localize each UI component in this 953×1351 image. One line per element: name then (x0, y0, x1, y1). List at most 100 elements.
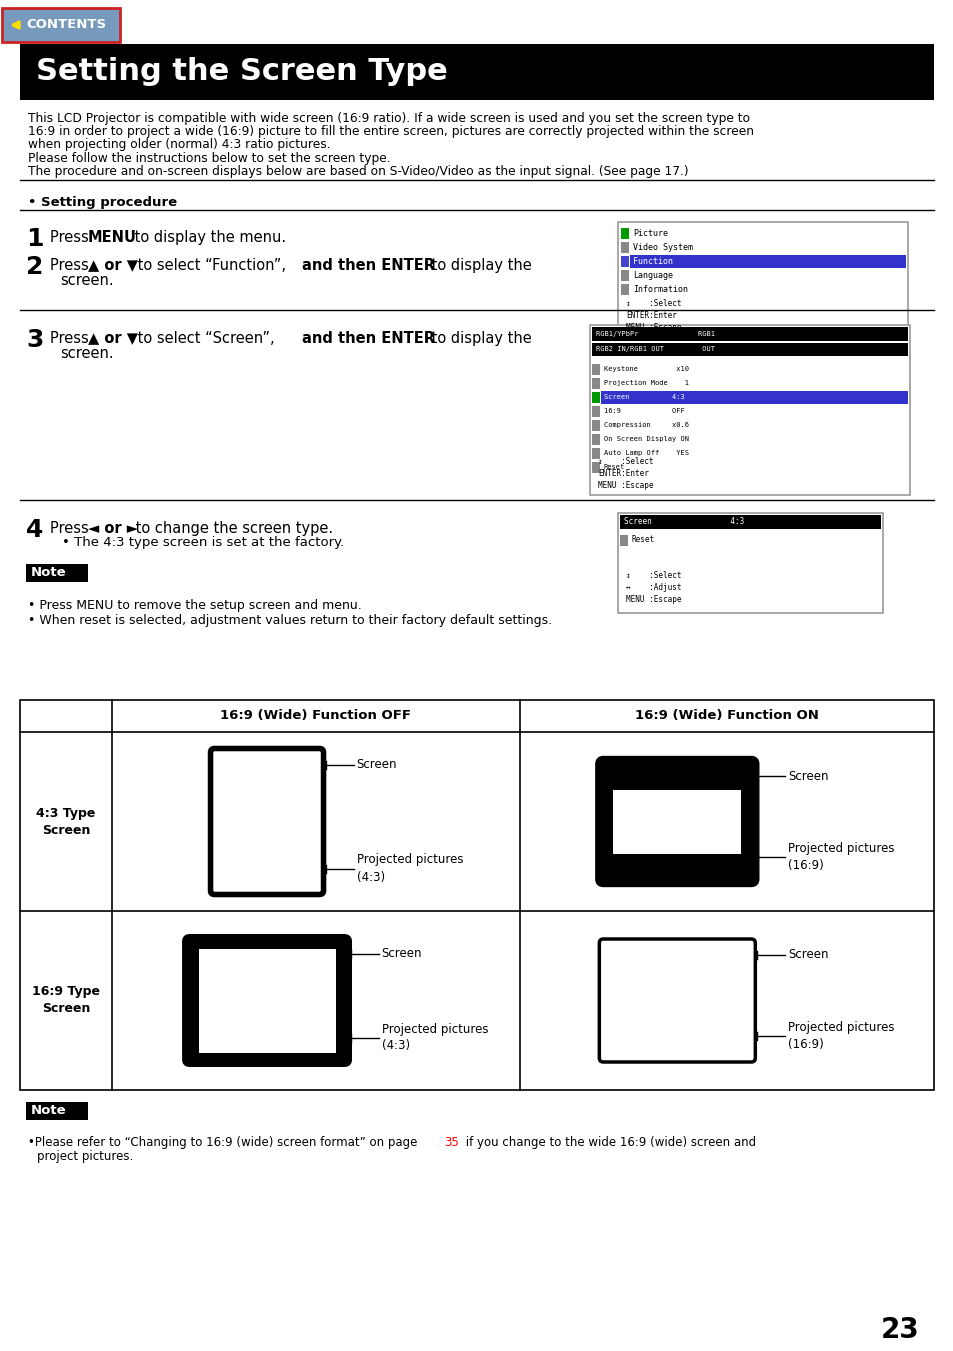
Text: to change the screen type.: to change the screen type. (131, 521, 333, 536)
Text: • Setting procedure: • Setting procedure (28, 196, 177, 209)
Text: screen.: screen. (60, 273, 113, 288)
Text: MENU :Escape: MENU :Escape (625, 594, 680, 604)
Bar (613, 790, 740, 854)
Bar (592, 407, 599, 417)
Text: Projected pictures: Projected pictures (381, 1023, 488, 1035)
Text: Projected pictures: Projected pictures (787, 1021, 894, 1034)
Bar (26, 1102, 88, 1120)
Text: RGB1/YPbPr              RGB1: RGB1/YPbPr RGB1 (596, 331, 714, 336)
Text: Note: Note (30, 566, 67, 580)
Text: 23: 23 (881, 1316, 919, 1344)
Text: Press: Press (50, 230, 93, 245)
Text: Projection Mode    1: Projection Mode 1 (603, 380, 688, 386)
Text: Screen: Screen (787, 948, 828, 962)
Text: MENU: MENU (88, 230, 137, 245)
Bar (619, 515, 880, 530)
Text: •Please refer to “Changing to 16:9 (wide) screen format” on page: •Please refer to “Changing to 16:9 (wide… (28, 1136, 420, 1148)
Text: Screen: Screen (356, 758, 396, 771)
Text: ENTER:Enter: ENTER:Enter (625, 312, 677, 320)
Bar (620, 228, 628, 239)
Text: Language: Language (633, 270, 672, 280)
Text: 16:9 Type
Screen: 16:9 Type Screen (32, 985, 100, 1016)
Text: Press: Press (50, 521, 93, 536)
Text: Setting the Screen Type: Setting the Screen Type (36, 58, 447, 86)
Text: to display the menu.: to display the menu. (130, 230, 286, 245)
Text: This LCD Projector is compatible with wide screen (16:9 ratio). If a wide screen: This LCD Projector is compatible with wi… (28, 112, 749, 126)
Bar (592, 434, 599, 444)
Text: Reset: Reset (603, 463, 624, 470)
Bar (629, 255, 905, 267)
Text: 16:9 in order to project a wide (16:9) picture to fill the entire screen, pictur: 16:9 in order to project a wide (16:9) p… (28, 126, 753, 138)
Text: 16:9 (Wide) Function OFF: 16:9 (Wide) Function OFF (220, 709, 411, 723)
Bar (592, 378, 599, 389)
Text: to select “Function”,: to select “Function”, (132, 258, 291, 273)
Text: 16:9 (Wide) Function ON: 16:9 (Wide) Function ON (635, 709, 818, 723)
Text: when projecting older (normal) 4:3 ratio pictures.: when projecting older (normal) 4:3 ratio… (28, 138, 331, 151)
Text: ENTER:Enter: ENTER:Enter (598, 469, 648, 477)
Text: Projected pictures: Projected pictures (787, 842, 894, 855)
Bar (592, 327, 907, 340)
Bar (618, 513, 882, 613)
Bar (20, 700, 933, 1090)
Bar (589, 326, 909, 494)
Text: Press: Press (50, 331, 93, 346)
Bar (592, 449, 599, 459)
Text: ↔    :Adjust: ↔ :Adjust (625, 582, 680, 592)
Text: (16:9): (16:9) (787, 859, 823, 871)
Text: Function: Function (633, 257, 672, 266)
Bar (600, 390, 907, 404)
Bar (620, 284, 628, 295)
Text: Please follow the instructions below to set the screen type.: Please follow the instructions below to … (28, 153, 390, 165)
Bar (198, 948, 335, 1052)
Bar (620, 255, 628, 267)
FancyBboxPatch shape (185, 938, 348, 1063)
Text: if you change to the wide 16:9 (wide) screen and: if you change to the wide 16:9 (wide) sc… (461, 1136, 756, 1148)
Bar (620, 242, 628, 253)
Bar (620, 270, 628, 281)
Text: Information: Information (633, 285, 687, 293)
Text: 1: 1 (26, 227, 44, 251)
Text: RGB2 IN/RGB1 OUT         OUT: RGB2 IN/RGB1 OUT OUT (596, 346, 714, 353)
Text: (16:9): (16:9) (787, 1038, 823, 1051)
Bar (2, 8, 120, 42)
Text: Video System: Video System (633, 242, 692, 251)
Text: 35: 35 (443, 1136, 458, 1148)
Text: to select “Screen”,: to select “Screen”, (132, 331, 279, 346)
Text: ◄ or ►: ◄ or ► (88, 521, 138, 536)
Text: 4: 4 (26, 517, 43, 542)
Text: ▲ or ▼: ▲ or ▼ (88, 331, 138, 346)
Text: Note: Note (30, 1105, 67, 1117)
Text: Projected pictures: Projected pictures (356, 854, 462, 866)
Text: 4:3 Type
Screen: 4:3 Type Screen (36, 807, 95, 836)
Text: to display the: to display the (427, 331, 531, 346)
Text: Screen: Screen (381, 947, 421, 961)
Text: and then ENTER: and then ENTER (302, 258, 435, 273)
Text: The procedure and on-screen displays below are based on S-Video/Video as the inp: The procedure and on-screen displays bel… (28, 165, 688, 178)
Bar (592, 343, 907, 357)
Bar (20, 45, 933, 100)
Text: ↕    :Select: ↕ :Select (598, 457, 653, 466)
Text: CONTENTS: CONTENTS (26, 19, 106, 31)
Bar (619, 535, 627, 546)
Text: Reset: Reset (631, 535, 655, 544)
Text: On Screen Display ON: On Screen Display ON (603, 436, 688, 442)
Bar (26, 563, 88, 582)
Text: Compression     x0.6: Compression x0.6 (603, 422, 688, 428)
Text: Screen          4:3: Screen 4:3 (603, 394, 684, 400)
FancyBboxPatch shape (598, 939, 755, 1062)
Text: MENU :Escape: MENU :Escape (598, 481, 653, 489)
Text: ↕    :Select: ↕ :Select (625, 570, 680, 580)
Bar (592, 363, 599, 376)
Text: ↕    :Select: ↕ :Select (625, 300, 680, 308)
Text: Picture: Picture (633, 228, 667, 238)
Text: Screen: Screen (787, 770, 828, 782)
Text: Auto Lamp Off    YES: Auto Lamp Off YES (603, 450, 688, 457)
Text: (4:3): (4:3) (381, 1039, 409, 1052)
Text: • Press MENU to remove the setup screen and menu.: • Press MENU to remove the setup screen … (28, 598, 361, 612)
Text: Screen                 4:3: Screen 4:3 (623, 517, 743, 527)
Text: Keystone         x10: Keystone x10 (603, 366, 688, 372)
Text: ▲ or ▼: ▲ or ▼ (88, 258, 138, 273)
Text: and then ENTER: and then ENTER (302, 331, 435, 346)
Bar (592, 462, 599, 473)
Bar (592, 392, 599, 403)
